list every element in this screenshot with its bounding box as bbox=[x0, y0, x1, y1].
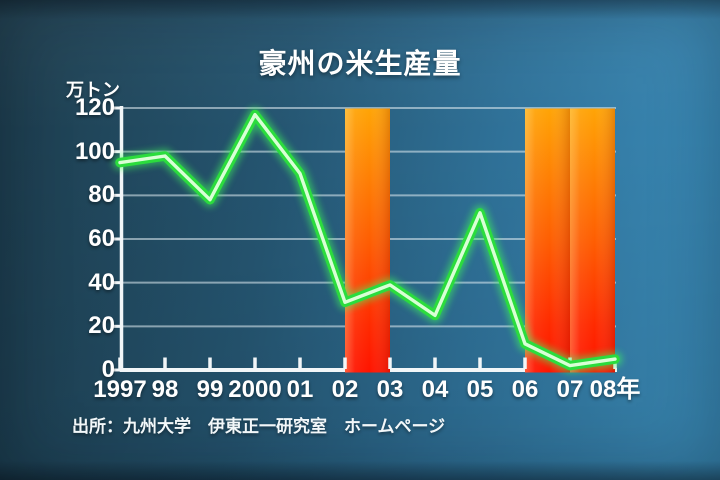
highlight-band-shading bbox=[570, 108, 615, 373]
y-axis-unit-label: 万トン bbox=[66, 80, 120, 100]
data-line-core bbox=[118, 112, 617, 368]
highlight-band-shading bbox=[345, 108, 390, 373]
chart-title: 豪州の米生産量 bbox=[258, 48, 462, 79]
source-note: 出所：九州大学 伊東正一研究室 ホームページ bbox=[72, 417, 446, 436]
highlight-band-shading bbox=[525, 108, 570, 373]
